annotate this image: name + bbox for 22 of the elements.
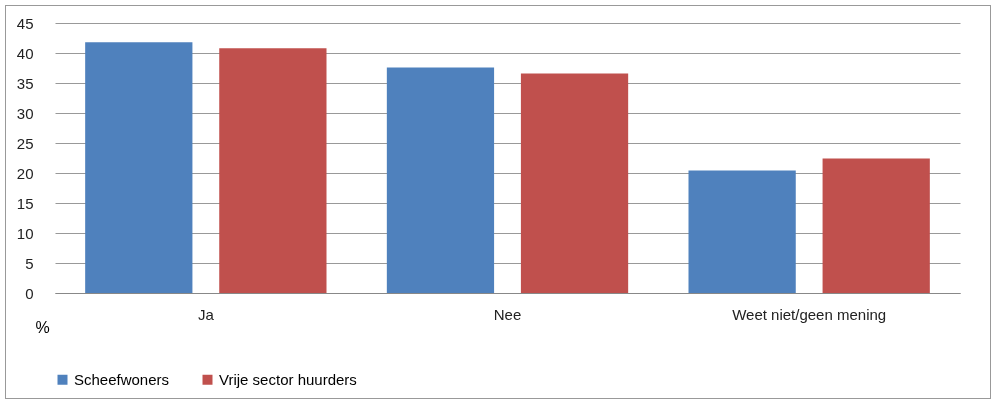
y-tick-label: 35: [16, 74, 34, 92]
y-tick-label: 15: [16, 194, 34, 212]
y-tick-label: 45: [16, 14, 34, 32]
bar: [822, 158, 930, 293]
y-tick-label: 5: [25, 254, 34, 272]
x-tick-label: Ja: [197, 305, 215, 323]
legend-label: Scheefwoners: [74, 370, 170, 388]
bar: [85, 42, 193, 293]
y-tick-label: 40: [16, 44, 34, 62]
y-tick-label: 25: [16, 134, 34, 152]
bar: [219, 48, 327, 293]
x-tick-label: Weet niet/geen mening: [732, 305, 887, 323]
y-axis-title: %: [35, 318, 50, 336]
x-tick-label: Nee: [493, 305, 522, 323]
y-tick-label: 20: [16, 164, 34, 182]
bar: [520, 73, 629, 293]
y-tick-label: 0: [25, 284, 34, 302]
y-tick-label: 10: [16, 224, 34, 242]
y-tick-label: 30: [16, 104, 34, 122]
bar: [688, 170, 796, 293]
legend-label: Vrije sector huurders: [219, 370, 357, 388]
bar: [386, 67, 495, 293]
